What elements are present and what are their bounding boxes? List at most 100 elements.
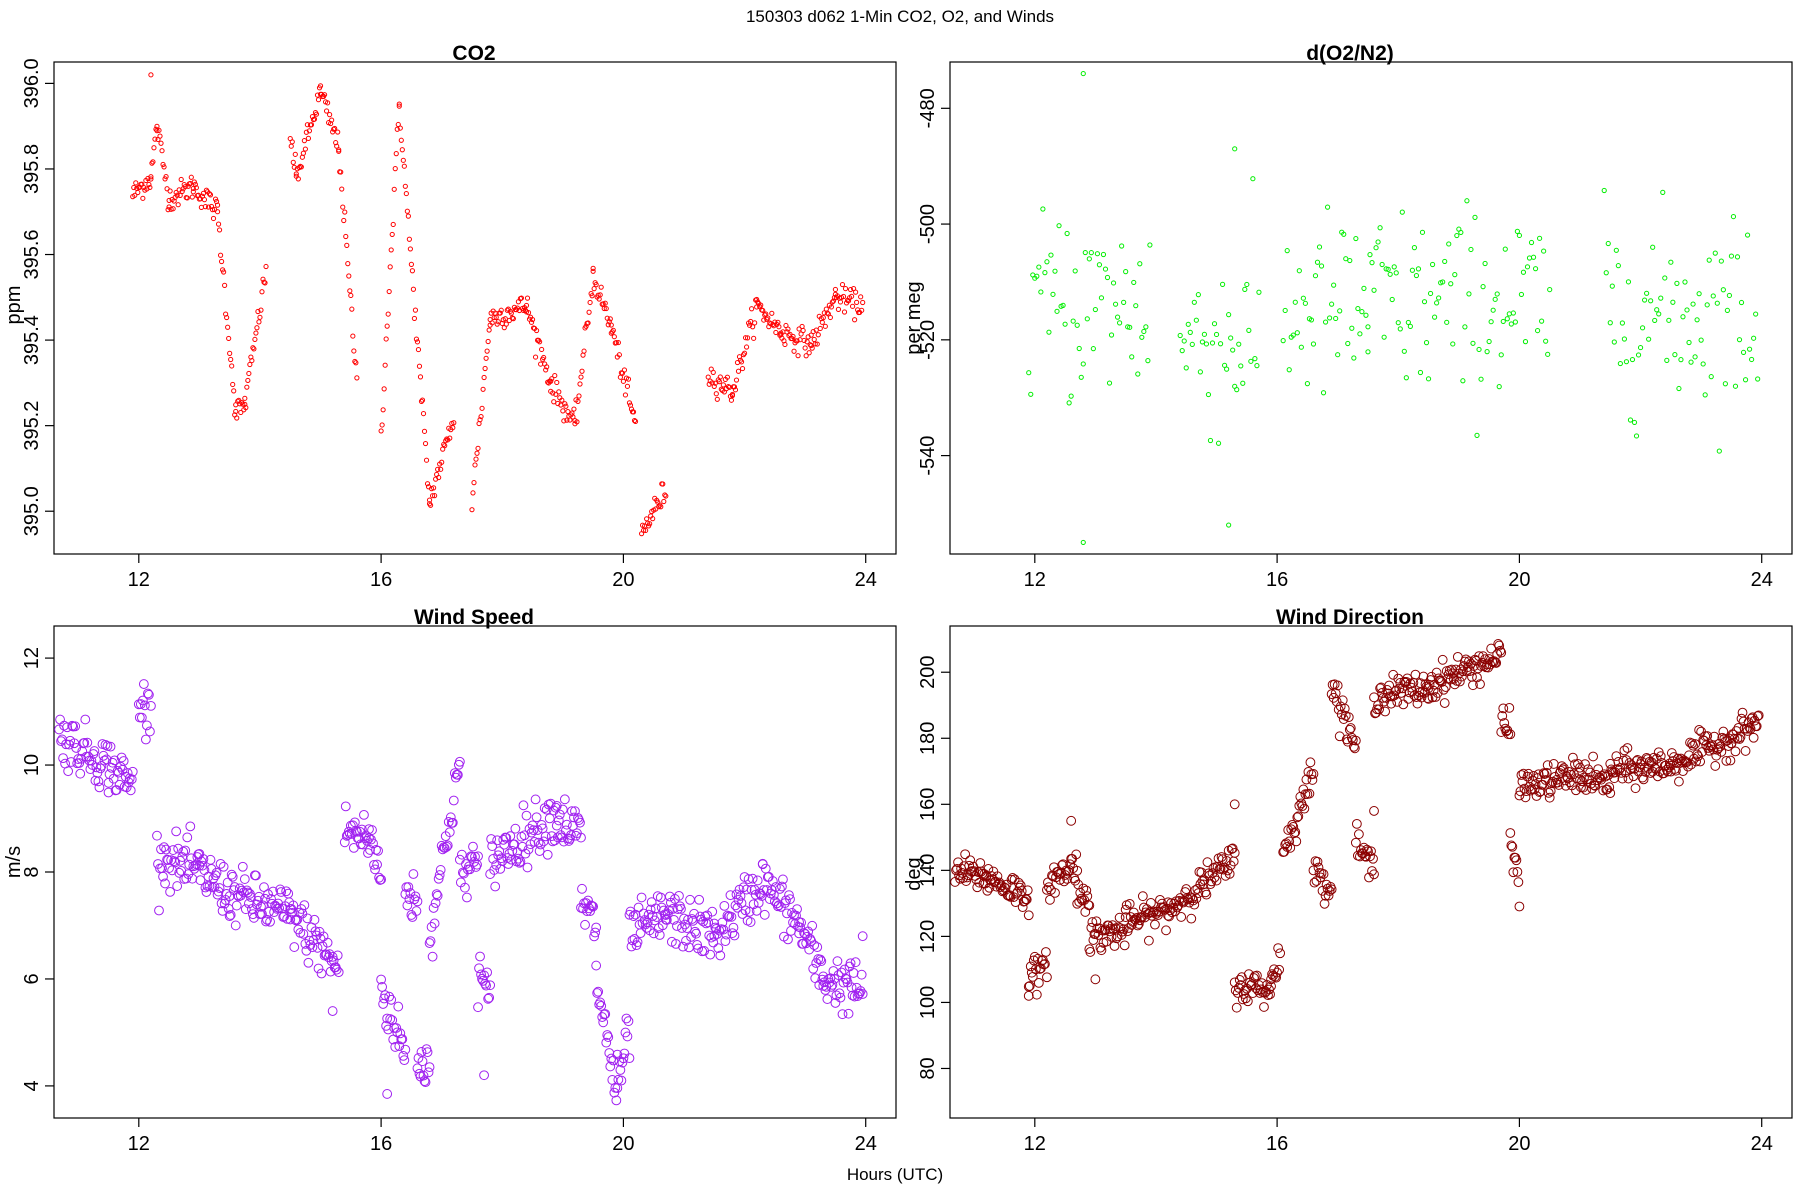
- wind-speed-point: [622, 1031, 633, 1042]
- co2-point: [705, 374, 711, 380]
- co2-point: [156, 127, 162, 133]
- co2-point: [398, 137, 404, 143]
- o2-point: [1314, 259, 1321, 265]
- wind-speed-point: [703, 917, 714, 928]
- wind-speed-point: [224, 911, 235, 922]
- o2-y-tick-label: -540: [917, 436, 939, 476]
- wind-direction-point: [1353, 829, 1364, 840]
- wind-direction-point: [1504, 702, 1515, 713]
- co2-point: [804, 339, 810, 345]
- wind-direction-point: [1200, 887, 1211, 898]
- wind-speed-point: [433, 873, 444, 884]
- o2-point: [1700, 361, 1706, 367]
- co2-point: [230, 381, 236, 388]
- o2-point: [1623, 359, 1630, 365]
- o2-point: [1038, 289, 1044, 295]
- co2-point: [209, 207, 216, 213]
- wind-direction-point: [1579, 772, 1589, 783]
- wind-speed-point: [321, 949, 332, 960]
- co2-point: [503, 321, 509, 327]
- o2-point: [1331, 282, 1337, 288]
- o2-point: [1728, 253, 1735, 259]
- wind-direction-point: [1544, 792, 1555, 803]
- co2-point: [524, 295, 531, 301]
- wind-speed-point: [394, 1041, 405, 1052]
- co2-point: [607, 316, 613, 322]
- wind-speed-point: [97, 739, 108, 749]
- o2-point: [1290, 332, 1296, 338]
- o2-point: [1286, 367, 1292, 373]
- wind-direction-point: [1364, 872, 1374, 883]
- wind-direction-point: [1297, 801, 1308, 812]
- o2-point: [1248, 358, 1254, 364]
- wind-speed-point: [751, 905, 762, 916]
- wind-speed-point: [567, 806, 577, 817]
- wind-speed-point: [307, 942, 318, 953]
- wind-speed-point: [298, 929, 309, 939]
- o2-point: [1201, 331, 1208, 337]
- wind-speed-point: [800, 929, 811, 939]
- o2-point: [1100, 251, 1107, 258]
- wind-speed-point: [251, 870, 261, 881]
- o2-point: [1226, 522, 1232, 528]
- co2-point: [167, 188, 173, 194]
- wind-direction-point: [1326, 884, 1337, 895]
- co2-point: [625, 376, 632, 382]
- wind-direction-point: [1044, 882, 1054, 893]
- o2-point: [1086, 256, 1092, 262]
- wind-direction-point: [1332, 680, 1343, 691]
- co2-point: [720, 382, 726, 388]
- o2-point: [1452, 272, 1458, 278]
- o2-point: [1375, 239, 1381, 245]
- o2-point: [1444, 319, 1450, 325]
- co2-y-tick-label: 395.0: [21, 486, 43, 536]
- o2-point: [1066, 400, 1072, 406]
- wind-direction-point: [1725, 755, 1736, 766]
- co2-point: [815, 332, 821, 338]
- wind-speed-point: [843, 1008, 854, 1019]
- co2-point: [393, 151, 399, 157]
- wind-direction-point: [1602, 784, 1613, 795]
- co2-point: [613, 340, 619, 346]
- wind-direction-y-tick-label: 160: [917, 788, 939, 821]
- co2-point: [292, 151, 298, 157]
- wind-direction-point: [1272, 967, 1283, 978]
- wind-speed-point: [154, 905, 164, 916]
- o2-point: [1044, 259, 1050, 265]
- co2-point: [415, 346, 422, 353]
- wind-direction-point: [1132, 920, 1143, 931]
- wind-direction-point: [1291, 836, 1302, 847]
- wind-direction-point: [1423, 693, 1434, 704]
- co2-point: [474, 450, 480, 456]
- o2-y-axis-label: per meg: [903, 281, 925, 354]
- co2-point: [450, 425, 456, 431]
- o2-point: [1371, 287, 1377, 293]
- co2-point: [249, 357, 255, 364]
- co2-point: [190, 189, 196, 195]
- wind-speed-point: [449, 768, 460, 779]
- wind-speed-point: [439, 843, 450, 853]
- co2-point: [215, 221, 222, 227]
- wind-direction-point: [1514, 901, 1525, 912]
- co2-point: [859, 307, 865, 313]
- wind-direction-point: [1716, 746, 1727, 757]
- co2-point: [306, 128, 313, 134]
- o2-point: [1238, 363, 1244, 369]
- co2-point: [229, 363, 235, 369]
- wind-speed-point: [237, 861, 248, 872]
- co2-point: [589, 293, 595, 299]
- wind-direction-point: [1639, 762, 1650, 773]
- o2-point: [1522, 339, 1529, 345]
- wind-direction-point: [1512, 867, 1523, 877]
- co2-point: [485, 338, 491, 345]
- wind-speed-point: [702, 910, 713, 921]
- wind-direction-point: [1398, 699, 1409, 710]
- wind-speed-point: [75, 768, 86, 779]
- co2-point: [854, 299, 860, 305]
- wind-speed-point: [91, 762, 102, 773]
- co2-point: [391, 186, 397, 192]
- o2-point: [1036, 264, 1042, 270]
- wind-speed-point: [66, 757, 77, 767]
- wind-direction-point: [1677, 756, 1687, 767]
- o2-point: [1664, 357, 1670, 363]
